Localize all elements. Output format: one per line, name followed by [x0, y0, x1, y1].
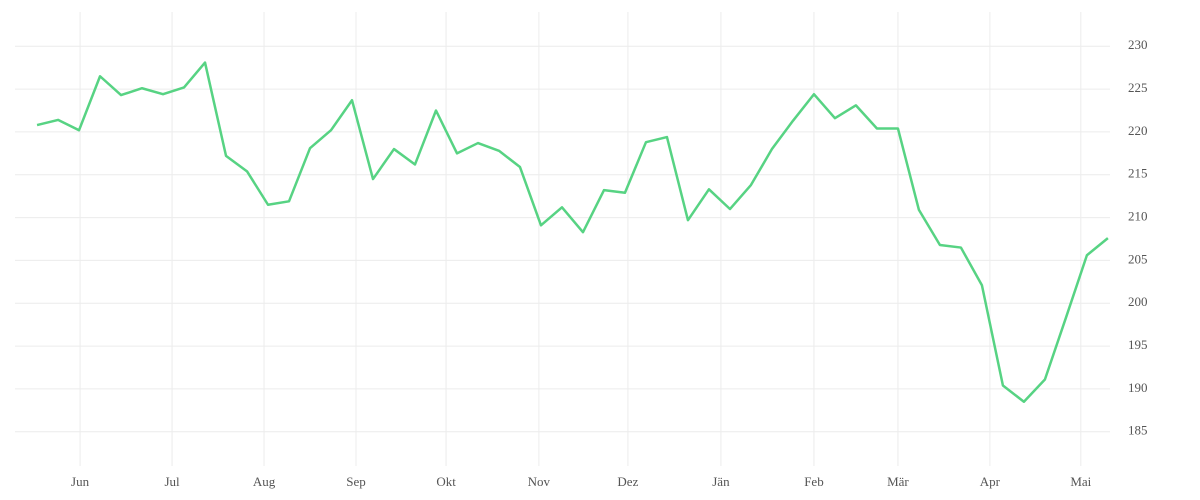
y-tick-label: 190	[1128, 380, 1148, 395]
y-tick-label: 205	[1128, 251, 1148, 266]
x-tick-label: Okt	[436, 474, 456, 489]
y-tick-label: 200	[1128, 294, 1148, 309]
x-tick-label: Jän	[712, 474, 730, 489]
y-tick-label: 220	[1128, 123, 1148, 138]
x-tick-label: Nov	[528, 474, 551, 489]
x-tick-label: Aug	[253, 474, 276, 489]
y-tick-label: 225	[1128, 80, 1148, 95]
x-tick-label: Jun	[71, 474, 90, 489]
x-tick-label: Sep	[346, 474, 366, 489]
x-tick-label: Feb	[804, 474, 824, 489]
y-tick-label: 215	[1128, 166, 1148, 181]
x-tick-label: Jul	[164, 474, 180, 489]
y-tick-label: 185	[1128, 423, 1148, 438]
x-tick-label: Apr	[980, 474, 1001, 489]
y-tick-label: 195	[1128, 337, 1148, 352]
x-tick-label: Mai	[1070, 474, 1091, 489]
y-tick-label: 210	[1128, 209, 1148, 224]
x-tick-label: Mär	[887, 474, 909, 489]
x-tick-label: Dez	[617, 474, 638, 489]
y-tick-label: 230	[1128, 37, 1148, 52]
line	[36, 61, 1109, 404]
